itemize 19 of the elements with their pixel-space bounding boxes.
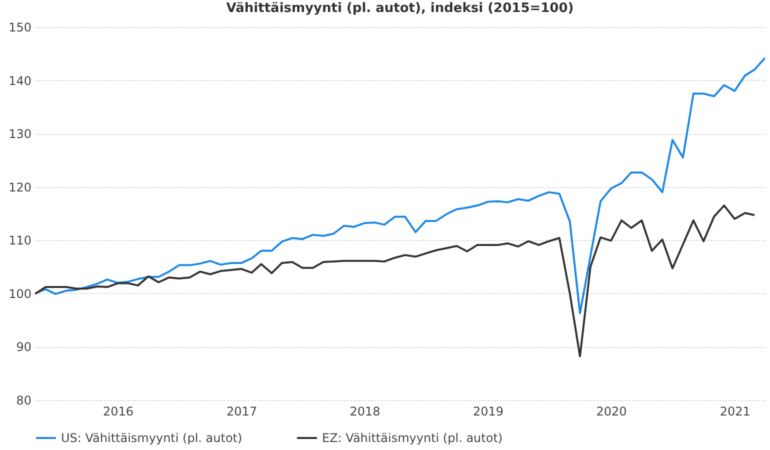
chart-title: Vähittäismyynti (pl. autot), indeksi (2015=100) <box>226 1 574 16</box>
x-tick-label: 2021 <box>720 404 750 418</box>
y-tick-label: 110 <box>8 234 32 248</box>
x-tick-label: 2018 <box>350 404 380 418</box>
line-series <box>35 56 765 314</box>
y-tick-label: 120 <box>8 180 32 194</box>
y-tick-label: 80 <box>16 394 32 408</box>
x-tick-label: 2020 <box>596 404 627 418</box>
legend-label: EZ: Vähittäismyynti (pl. autot) <box>322 431 503 445</box>
y-tick-label: 100 <box>8 286 32 301</box>
y-tick-label: 90 <box>16 340 32 354</box>
y-tick-label: 130 <box>8 127 32 142</box>
x-tick-label: 2017 <box>226 404 258 418</box>
y-tick-label: 150 <box>8 20 32 34</box>
legend-label: US: Vähittäismyynti (pl. autot) <box>61 431 242 445</box>
x-tick-label: 2016 <box>102 404 134 418</box>
line-series <box>35 204 756 358</box>
y-tick-label: 140 <box>8 74 32 88</box>
x-tick-label: 2019 <box>473 404 504 418</box>
